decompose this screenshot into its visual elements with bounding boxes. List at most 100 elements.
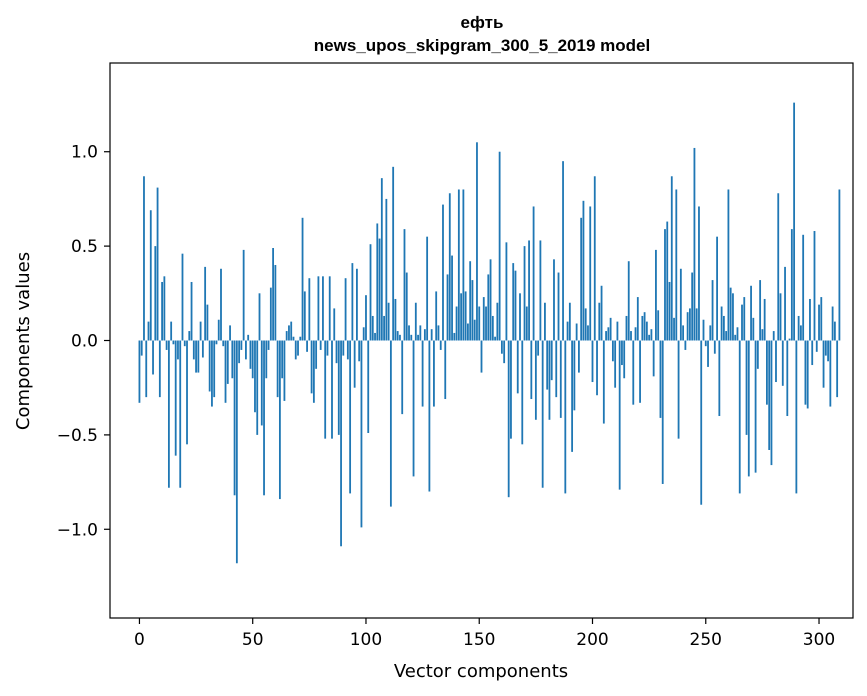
bar-107 <box>380 178 383 341</box>
bar-232 <box>664 229 666 341</box>
bar-22 <box>188 331 191 341</box>
bar-122 <box>414 302 417 341</box>
bar-150 <box>478 306 481 341</box>
bar-216 <box>627 261 630 341</box>
bar-3 <box>145 340 148 398</box>
bar-301 <box>820 297 823 341</box>
bar-18 <box>179 340 182 488</box>
bar-186 <box>559 340 562 418</box>
bar-91 <box>344 278 347 341</box>
bar-40 <box>229 325 231 341</box>
bar-8 <box>156 187 159 341</box>
bar-203 <box>598 302 601 341</box>
bar-47 <box>245 340 247 360</box>
y-tick-label: −0.5 <box>57 426 98 446</box>
bar-180 <box>546 340 549 390</box>
bar-147 <box>471 280 474 341</box>
bar-182 <box>550 340 553 381</box>
bar-33 <box>213 340 216 398</box>
bar-148 <box>473 319 476 341</box>
bar-66 <box>288 325 290 341</box>
bar-67 <box>290 321 293 341</box>
bar-19 <box>181 253 184 341</box>
bar-62 <box>278 340 281 500</box>
bar-78 <box>315 340 318 369</box>
bar-246 <box>695 308 698 341</box>
bar-39 <box>226 340 229 384</box>
bar-116 <box>401 340 404 415</box>
x-axis-label: Vector components <box>394 661 568 682</box>
bar-23 <box>190 281 193 341</box>
bar-295 <box>806 340 809 409</box>
bar-192 <box>573 340 576 411</box>
bar-277 <box>766 340 768 405</box>
bar-176 <box>537 340 540 356</box>
bar-86 <box>333 308 336 341</box>
bar-215 <box>625 315 628 341</box>
x-tick-label: 250 <box>690 630 722 650</box>
bar-112 <box>392 166 395 341</box>
bar-284 <box>781 340 784 386</box>
bar-226 <box>650 329 653 341</box>
bar-292 <box>799 325 802 341</box>
bar-161 <box>503 340 506 364</box>
bar-274 <box>759 280 762 341</box>
x-tick-label: 200 <box>576 630 608 650</box>
bar-178 <box>541 340 544 488</box>
bar-57 <box>267 340 270 350</box>
bar-275 <box>761 329 764 341</box>
bar-308 <box>836 340 839 398</box>
bar-9 <box>158 340 161 398</box>
bar-103 <box>371 315 374 341</box>
bar-223 <box>643 312 646 341</box>
bar-163 <box>507 340 510 498</box>
bar-74 <box>306 340 308 352</box>
bar-157 <box>494 336 496 341</box>
bar-14 <box>170 321 173 341</box>
bar-50 <box>251 340 254 379</box>
bar-38 <box>224 340 227 403</box>
bar-114 <box>396 331 399 341</box>
bar-68 <box>292 336 295 341</box>
bar-266 <box>741 304 743 341</box>
bar-154 <box>487 274 490 341</box>
bar-167 <box>516 340 519 394</box>
bar-248 <box>700 340 703 505</box>
bar-72 <box>301 217 304 341</box>
bar-139 <box>453 332 456 341</box>
bar-143 <box>462 189 465 341</box>
bar-53 <box>258 293 261 341</box>
bar-236 <box>673 317 675 341</box>
x-tick-label: 300 <box>803 630 835 650</box>
bar-2 <box>143 176 145 341</box>
bar-45 <box>240 340 243 350</box>
bar-173 <box>530 340 533 400</box>
bar-191 <box>571 340 574 452</box>
bar-82 <box>324 340 327 439</box>
bar-90 <box>342 340 345 356</box>
bar-250 <box>704 340 707 347</box>
bar-59 <box>272 248 274 341</box>
bar-136 <box>446 274 449 341</box>
bar-166 <box>514 270 517 341</box>
bar-183 <box>553 259 555 341</box>
bar-291 <box>797 315 800 341</box>
bar-26 <box>197 340 200 373</box>
axis-ticks: 0 50 100 150 200 250 300 −1.0 −0.5 0.0 0.5 1.0 <box>57 143 836 650</box>
bar-142 <box>460 293 463 341</box>
bar-195 <box>580 217 583 341</box>
bar-210 <box>614 340 617 388</box>
bar-297 <box>811 340 814 366</box>
bar-63 <box>281 340 284 379</box>
bar-278 <box>768 340 771 450</box>
bar-302 <box>822 340 825 388</box>
bar-293 <box>802 234 805 341</box>
bar-24 <box>192 340 195 360</box>
bar-series <box>138 102 841 564</box>
bar-100 <box>365 295 367 341</box>
bar-228 <box>655 249 657 341</box>
bar-16 <box>174 340 177 456</box>
bar-69 <box>294 340 297 360</box>
bar-289 <box>793 102 796 341</box>
